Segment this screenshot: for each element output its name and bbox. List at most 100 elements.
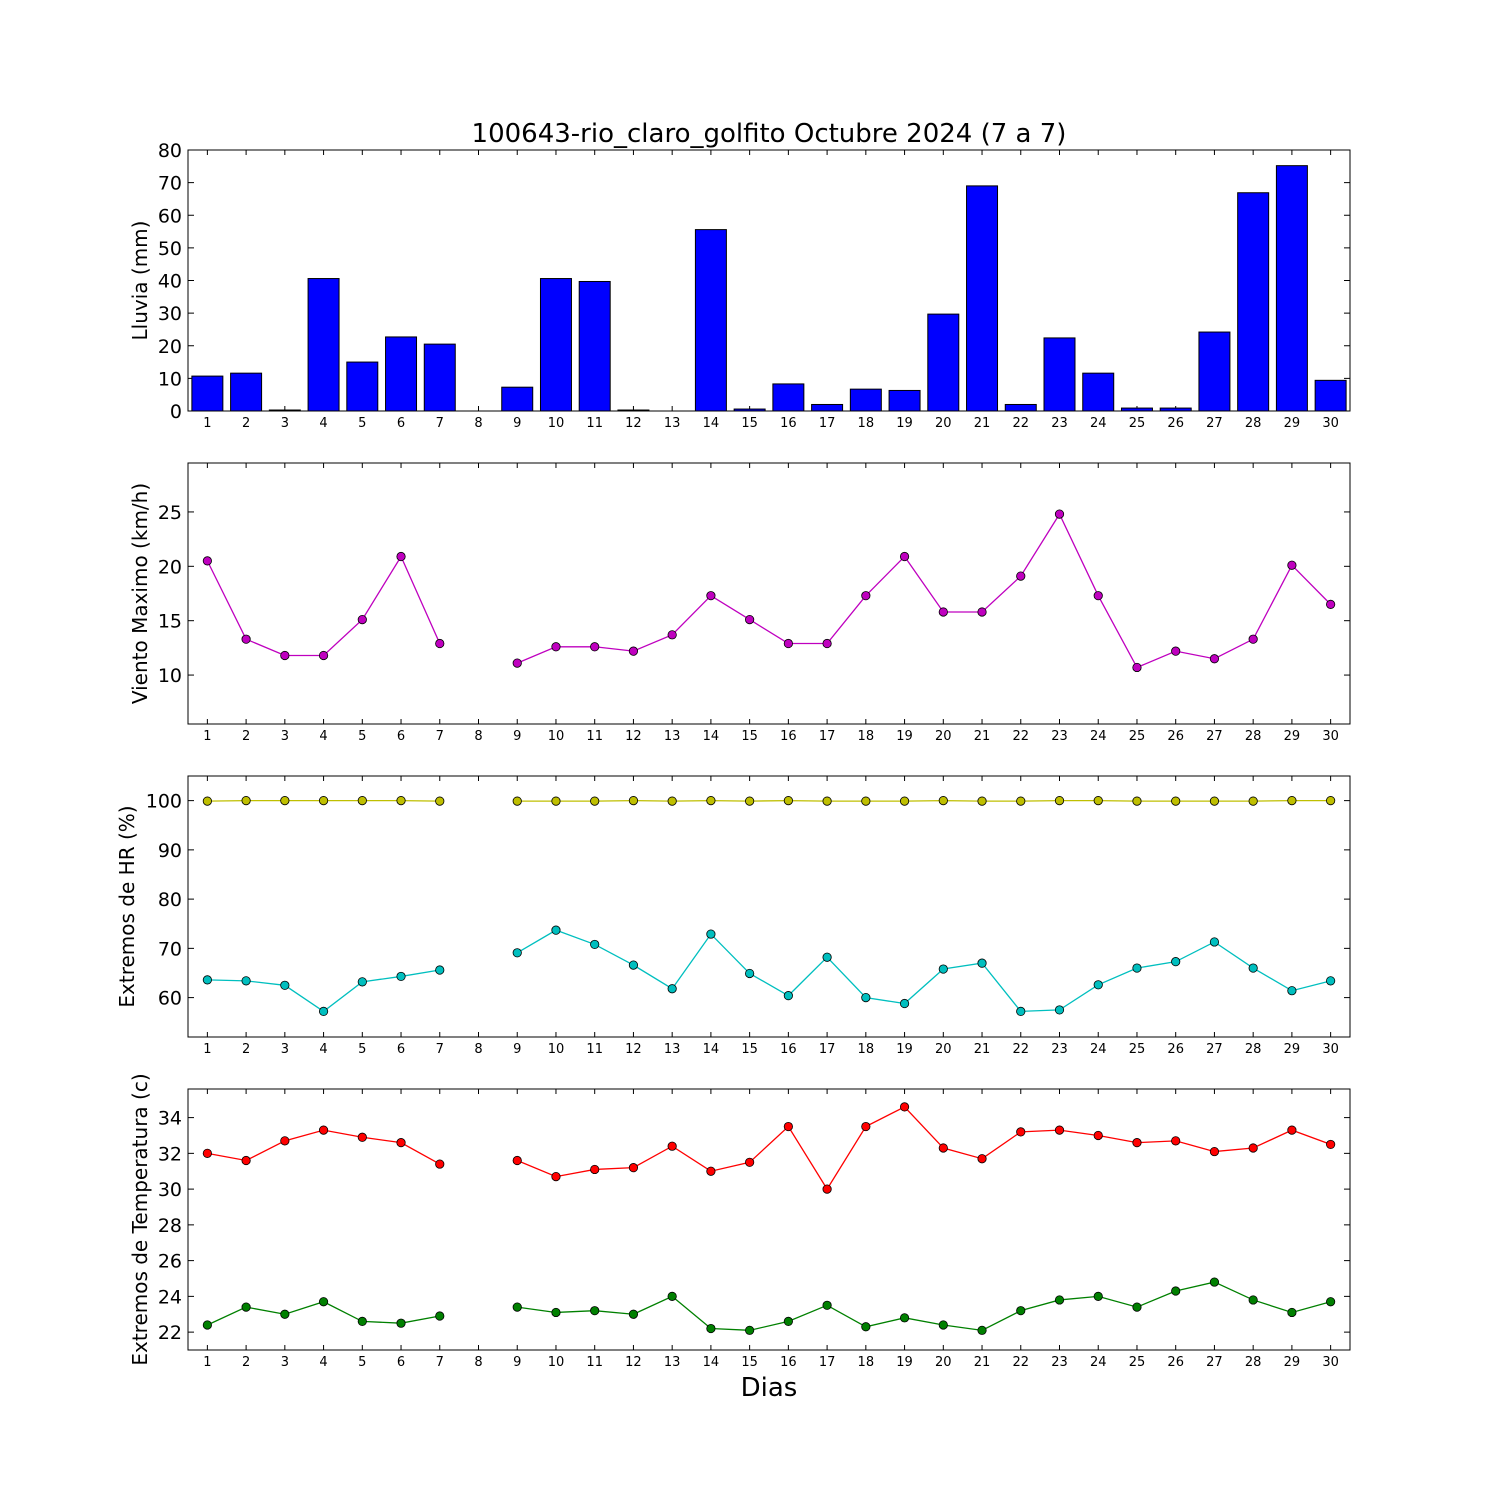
plot-frame xyxy=(187,462,1351,725)
x-tick-label: 18 xyxy=(858,729,875,744)
x-tick-label: 12 xyxy=(625,729,642,744)
x-tick-label: 10 xyxy=(548,729,565,744)
rain-bar xyxy=(539,278,572,412)
data-point xyxy=(551,1307,561,1318)
x-tick-label: 19 xyxy=(896,416,913,431)
x-tick-label: 8 xyxy=(474,729,482,744)
data-point xyxy=(861,993,871,1003)
x-tick-label: 4 xyxy=(319,1355,327,1370)
x-tick-label: 17 xyxy=(819,1042,836,1057)
x-tick-label: 19 xyxy=(896,729,913,744)
data-point xyxy=(822,796,832,806)
y-tick-label: 40 xyxy=(158,271,182,293)
y-tick-label: 80 xyxy=(158,140,182,162)
x-tick-label: 27 xyxy=(1206,1042,1223,1057)
data-point xyxy=(1171,796,1181,806)
data-point xyxy=(1326,796,1336,806)
data-point xyxy=(318,1297,329,1307)
data-point xyxy=(977,796,987,806)
x-tick-label: 7 xyxy=(436,416,444,431)
x-tick-label: 30 xyxy=(1322,416,1339,431)
x-tick-label: 11 xyxy=(586,729,603,744)
data-point xyxy=(822,1300,832,1310)
data-point xyxy=(357,977,367,987)
data-point xyxy=(1132,796,1142,806)
data-point xyxy=(1016,1306,1026,1316)
x-tick-label: 9 xyxy=(513,729,521,744)
rain-bar xyxy=(1004,403,1037,412)
data-point xyxy=(1171,646,1181,656)
x-tick-label: 5 xyxy=(358,416,366,431)
x-tick-label: 15 xyxy=(741,416,758,431)
x-tick-label: 10 xyxy=(548,1355,565,1370)
data-point xyxy=(280,1136,290,1146)
y-tick-label: 30 xyxy=(158,303,182,325)
rain-bar xyxy=(1120,407,1153,412)
data-point xyxy=(241,976,251,986)
data-point xyxy=(1326,1297,1336,1307)
data-point xyxy=(861,796,871,806)
y-tick-label: 24 xyxy=(158,1286,182,1308)
data-point xyxy=(745,796,755,806)
x-tick-label: 26 xyxy=(1167,416,1184,431)
data-point xyxy=(280,650,290,661)
x-tick-label: 22 xyxy=(1012,1042,1029,1057)
data-point xyxy=(1132,662,1142,673)
data-point xyxy=(1326,599,1336,609)
data-point xyxy=(938,1320,948,1330)
data-point xyxy=(590,642,600,652)
x-tick-label: 11 xyxy=(586,416,603,431)
rain-bar xyxy=(1237,192,1270,412)
data-point xyxy=(822,1184,832,1194)
data-point xyxy=(977,1154,987,1164)
x-tick-label: 23 xyxy=(1051,1042,1068,1057)
x-tick-label: 21 xyxy=(974,416,991,431)
data-point xyxy=(1209,654,1220,664)
rain-bar xyxy=(1198,331,1231,412)
data-point xyxy=(667,630,677,640)
x-tick-label: 22 xyxy=(1012,729,1029,744)
data-point xyxy=(1171,1136,1181,1146)
rain-bar xyxy=(578,280,611,412)
x-tick-label: 25 xyxy=(1129,416,1146,431)
x-tick-label: 24 xyxy=(1090,416,1107,431)
data-point xyxy=(745,968,755,979)
data-point xyxy=(1287,1125,1297,1135)
x-tick-label: 1 xyxy=(203,1355,211,1370)
x-tick-label: 4 xyxy=(319,729,327,744)
data-point xyxy=(745,614,755,625)
data-point xyxy=(590,1306,600,1316)
data-point xyxy=(1132,1302,1142,1312)
x-tick-label: 9 xyxy=(513,1042,521,1057)
data-point xyxy=(512,948,522,958)
plot-frame xyxy=(187,1088,1351,1351)
x-tick-label: 20 xyxy=(935,1355,952,1370)
data-point xyxy=(1016,1006,1026,1016)
plot-frame xyxy=(187,775,1351,1038)
data-point xyxy=(1054,509,1065,519)
data-point xyxy=(628,1163,639,1173)
x-tick-label: 12 xyxy=(625,1042,642,1057)
x-tick-label: 23 xyxy=(1051,416,1068,431)
data-point xyxy=(590,796,600,806)
data-point xyxy=(512,1302,522,1312)
data-point xyxy=(396,796,406,806)
data-point xyxy=(667,796,677,806)
data-point xyxy=(1209,1146,1220,1157)
data-point xyxy=(822,952,832,962)
data-point xyxy=(667,1291,677,1301)
rain-bar xyxy=(191,375,224,412)
x-tick-label: 17 xyxy=(819,729,836,744)
y-tick-label: 28 xyxy=(158,1215,182,1237)
x-tick-label: 15 xyxy=(741,1355,758,1370)
x-tick-label: 11 xyxy=(586,1042,603,1057)
data-point xyxy=(435,638,445,649)
rain-bar xyxy=(1043,337,1076,412)
data-point xyxy=(435,1311,445,1321)
rain-bar xyxy=(1159,407,1192,412)
data-point xyxy=(783,1121,793,1132)
data-point xyxy=(938,796,948,806)
x-tick-label: 3 xyxy=(281,729,289,744)
